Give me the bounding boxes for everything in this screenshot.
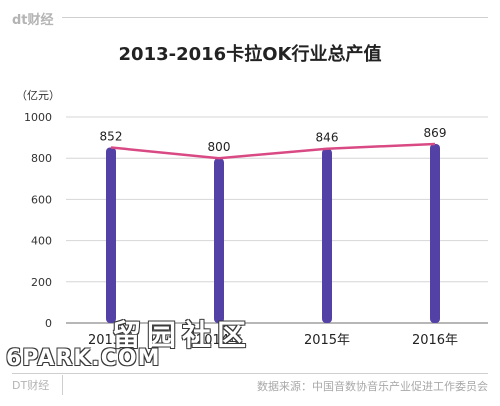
bar <box>430 143 440 323</box>
y-tick-label: 1000 <box>24 111 52 124</box>
bar <box>322 148 332 323</box>
footer-separator <box>62 375 63 395</box>
data-source: 数据来源：中国音数协音乐产业促进工作委员会 <box>257 380 488 393</box>
y-tick-label: 200 <box>31 276 52 289</box>
data-label: 846 <box>316 131 339 145</box>
y-tick-label: 400 <box>31 235 52 248</box>
data-label: 800 <box>208 140 231 154</box>
chart-title: 2013-2016卡拉OK行业总产值 <box>118 44 382 65</box>
y-tick-label: 800 <box>31 152 52 165</box>
y-axis-label: （亿元） <box>16 89 60 102</box>
x-tick-label: 2013年 <box>88 333 134 348</box>
data-label: 869 <box>424 126 447 140</box>
y-tick-label: 0 <box>45 317 52 330</box>
bar <box>106 147 116 323</box>
watermark-chinese: 留园社区 <box>112 318 253 352</box>
data-label: 852 <box>100 129 123 143</box>
footer-brand: DT财经 <box>12 379 50 392</box>
x-tick-label: 2016年 <box>412 333 458 348</box>
top-divider <box>62 17 488 18</box>
x-tick-label: 2014年 <box>196 333 242 348</box>
brand-logo: dt财经 <box>12 13 54 28</box>
bar <box>214 158 224 323</box>
series-line <box>110 142 436 160</box>
x-tick-label: 2015年 <box>304 333 350 348</box>
y-tick-label: 600 <box>31 193 52 206</box>
bottom-divider <box>12 373 488 374</box>
watermark-english: 6PARK.COM <box>6 346 161 371</box>
